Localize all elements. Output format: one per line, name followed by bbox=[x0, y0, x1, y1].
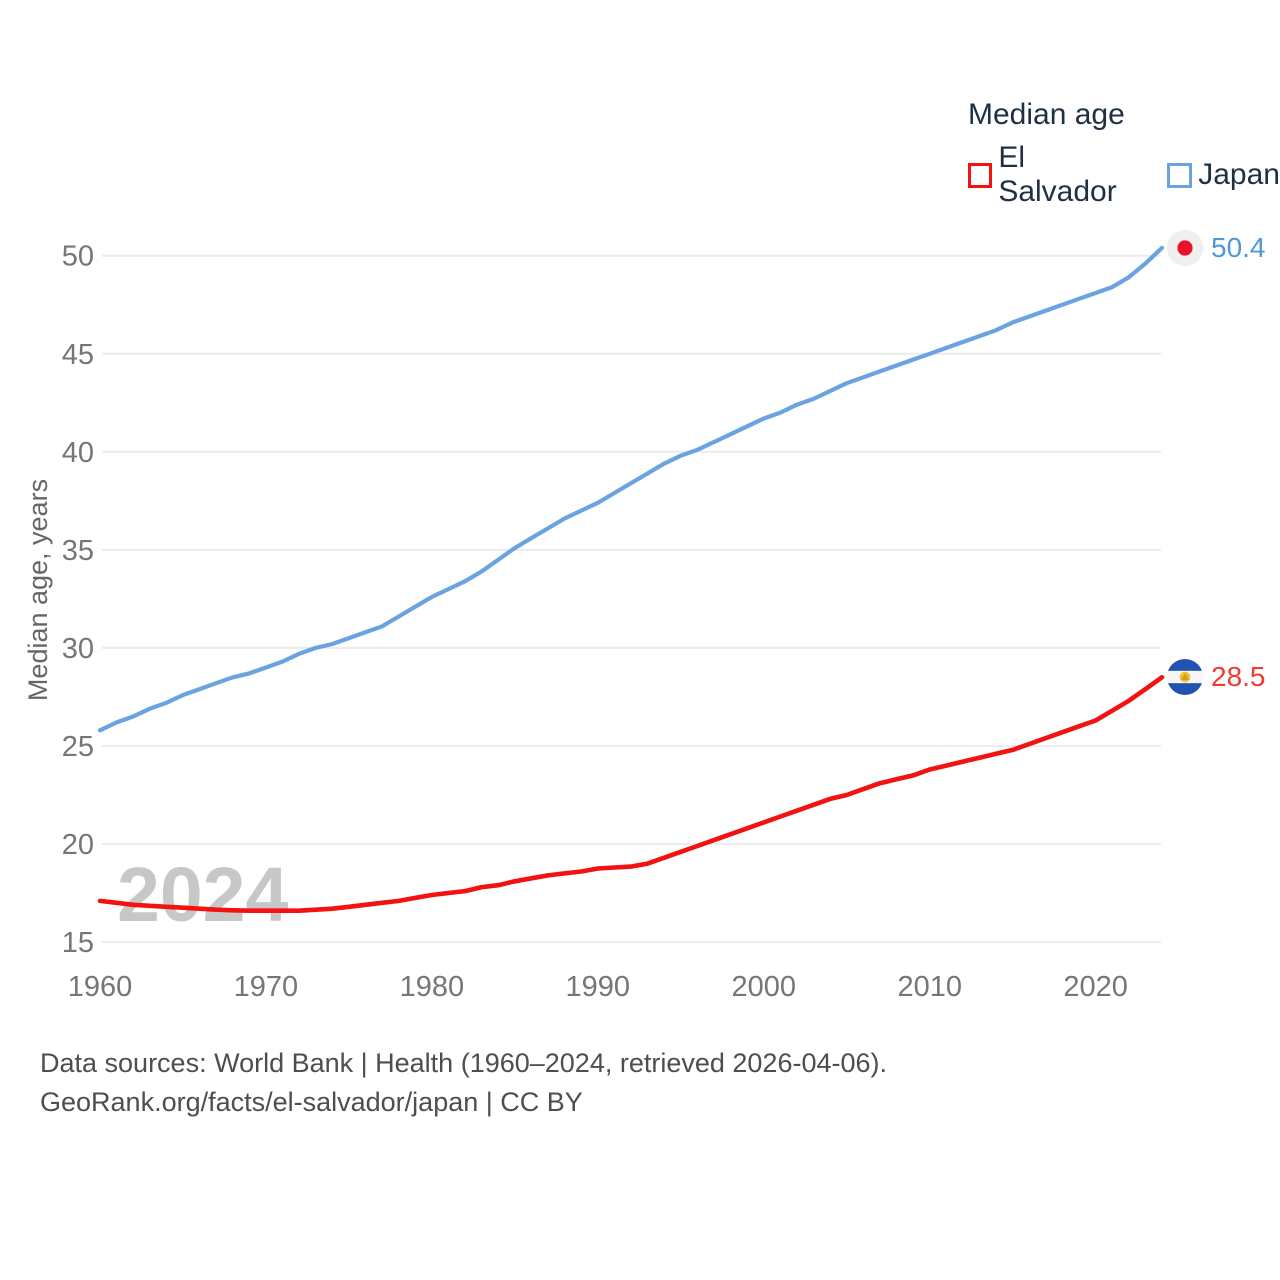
x-tick-label: 1990 bbox=[566, 971, 631, 1003]
y-tick-label: 25 bbox=[62, 731, 94, 763]
japan-line[interactable] bbox=[97, 245, 1165, 733]
legend-item-el-salvador[interactable]: El Salvador bbox=[968, 141, 1146, 209]
legend-title: Median age bbox=[968, 98, 1125, 131]
y-axis-title: Median age, years bbox=[23, 479, 53, 701]
japan-flag-icon bbox=[1166, 229, 1204, 266]
legend-item-label: El Salvador bbox=[998, 141, 1117, 208]
legend-item-label: Japan bbox=[1198, 158, 1280, 191]
data-sources-line2[interactable]: GeoRank.org/facts/el-salvador/japan | CC… bbox=[40, 1087, 583, 1117]
x-tick-label: 1970 bbox=[234, 971, 299, 1003]
x-tick-label: 1960 bbox=[68, 971, 133, 1003]
y-tick-label: 35 bbox=[62, 535, 94, 567]
japan-end-label: 50.4 bbox=[1166, 229, 1266, 267]
y-tick-label: 50 bbox=[62, 241, 94, 273]
x-tick-label: 1980 bbox=[400, 971, 465, 1003]
x-tick-label: 2000 bbox=[732, 971, 797, 1003]
y-tick-label: 30 bbox=[62, 633, 94, 665]
y-tick-label: 20 bbox=[62, 829, 94, 861]
japan-end-value: 50.4 bbox=[1211, 231, 1266, 263]
watermark-year: 2024 bbox=[117, 852, 288, 938]
x-tick-label: 2010 bbox=[897, 971, 962, 1003]
data-sources-line1: Data sources: World Bank | Health (1960–… bbox=[40, 1048, 887, 1078]
japan-swatch-icon bbox=[1167, 162, 1193, 188]
y-tick-label: 40 bbox=[62, 437, 94, 469]
legend: Median age El Salvador Japan bbox=[968, 99, 1280, 209]
y-tick-label: 45 bbox=[62, 339, 94, 371]
legend-item-japan[interactable]: Japan bbox=[1167, 158, 1280, 192]
y-tick-label: 15 bbox=[62, 927, 94, 959]
el-salvador-end-value: 28.5 bbox=[1211, 661, 1266, 693]
el-salvador-line[interactable] bbox=[97, 674, 1165, 914]
x-tick-label: 2020 bbox=[1063, 971, 1128, 1003]
el-salvador-swatch-icon bbox=[968, 162, 993, 188]
el-salvador-flag-icon bbox=[1166, 659, 1204, 696]
el-salvador-end-label: 28.5 bbox=[1166, 658, 1266, 696]
legend-items: El Salvador Japan bbox=[968, 141, 1280, 209]
data-sources: Data sources: World Bank | Health (1960–… bbox=[40, 1044, 887, 1122]
